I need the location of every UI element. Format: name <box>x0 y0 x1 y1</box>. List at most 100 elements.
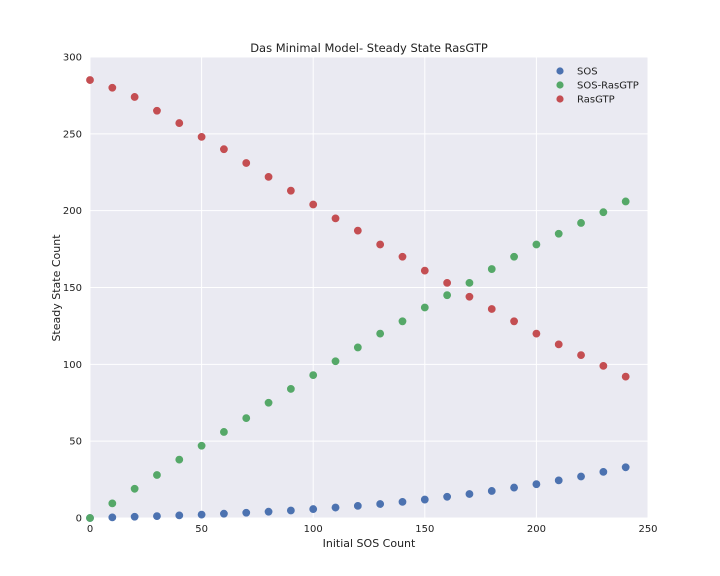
x-axis-ticks: 0 50 100 150 200 250 <box>87 524 658 535</box>
data-point <box>398 252 407 261</box>
y-tick-label: 250 <box>63 129 82 140</box>
data-point <box>175 511 184 520</box>
data-point <box>376 500 385 508</box>
data-point <box>577 219 585 227</box>
data-point <box>130 484 139 493</box>
data-point <box>621 197 630 206</box>
data-point <box>465 278 474 287</box>
data-point <box>331 357 340 366</box>
data-point <box>153 106 161 115</box>
y-tick-label: 100 <box>63 360 82 371</box>
legend-label: SOS-RasGTP <box>577 81 639 92</box>
data-point <box>554 476 563 485</box>
data-points <box>86 76 630 522</box>
data-point <box>599 208 608 217</box>
x-tick-label: 250 <box>638 524 657 535</box>
data-point <box>175 119 184 127</box>
legend: SOS SOS-RasGTP RasGTP <box>556 67 639 106</box>
legend-item: RasGTP <box>556 95 615 106</box>
data-point <box>309 200 318 209</box>
legend-item: SOS-RasGTP <box>556 81 639 92</box>
data-point <box>487 305 496 313</box>
data-point <box>621 372 630 381</box>
data-point <box>510 252 518 261</box>
data-point <box>353 226 362 235</box>
data-point <box>510 483 518 492</box>
data-point <box>86 76 94 84</box>
data-point <box>175 455 184 464</box>
data-point <box>264 398 273 407</box>
data-point <box>220 145 228 154</box>
data-point <box>86 514 94 522</box>
legend-label: RasGTP <box>577 95 615 106</box>
grid-lines <box>89 56 649 519</box>
series-sos-rasgtp <box>86 197 630 522</box>
y-axis-label: Steady State Count <box>50 234 63 342</box>
data-point <box>309 371 318 379</box>
data-point <box>264 507 273 516</box>
data-point <box>398 497 407 506</box>
data-point <box>130 512 139 521</box>
data-point <box>220 509 228 518</box>
data-point <box>443 291 452 300</box>
data-point <box>286 385 295 393</box>
y-tick-label: 150 <box>63 283 82 294</box>
data-point <box>242 159 251 167</box>
data-point <box>108 499 117 508</box>
legend-label: SOS <box>577 67 598 78</box>
data-point <box>621 463 630 472</box>
data-point <box>197 441 206 450</box>
data-point <box>130 93 139 101</box>
data-point <box>264 172 273 181</box>
series-rasgtp <box>86 76 630 381</box>
data-point <box>398 317 407 326</box>
data-point <box>510 317 518 326</box>
data-point <box>376 240 385 249</box>
data-point <box>353 501 362 510</box>
y-tick-label: 300 <box>63 53 82 64</box>
data-point <box>532 329 541 338</box>
legend-marker-icon <box>556 81 564 89</box>
x-tick-label: 50 <box>195 524 208 535</box>
data-point <box>353 343 362 352</box>
data-point <box>599 467 608 476</box>
data-point <box>420 303 429 312</box>
data-point <box>599 361 608 370</box>
legend-marker-icon <box>556 67 564 75</box>
data-point <box>465 292 474 301</box>
y-tick-label: 200 <box>63 206 82 217</box>
data-point <box>554 229 563 238</box>
data-point <box>108 83 117 92</box>
legend-item: SOS <box>556 67 598 78</box>
x-tick-label: 0 <box>87 524 93 535</box>
data-point <box>443 278 452 287</box>
data-point <box>220 428 228 436</box>
chart-title: Das Minimal Model- Steady State RasGTP <box>250 41 488 55</box>
data-point <box>286 506 295 515</box>
data-point <box>331 503 340 512</box>
data-point <box>420 266 429 275</box>
y-axis-ticks: 0 50 100 150 200 250 300 <box>63 53 82 525</box>
data-point <box>331 214 340 223</box>
data-point <box>487 265 496 273</box>
x-axis-label: Initial SOS Count <box>323 537 416 550</box>
data-point <box>577 351 585 360</box>
y-tick-label: 50 <box>69 437 82 448</box>
data-point <box>197 133 206 141</box>
data-point <box>153 471 161 479</box>
legend-marker-icon <box>556 95 564 103</box>
data-point <box>554 340 563 349</box>
x-tick-label: 200 <box>527 524 546 535</box>
data-point <box>286 186 295 195</box>
x-tick-label: 100 <box>304 524 323 535</box>
x-tick-label: 150 <box>415 524 434 535</box>
y-tick-label: 0 <box>76 514 82 525</box>
data-point <box>577 472 585 481</box>
data-point <box>242 414 251 423</box>
data-point <box>197 510 206 519</box>
data-point <box>242 508 251 517</box>
data-point <box>376 329 385 338</box>
data-point <box>153 512 161 521</box>
data-point <box>487 487 496 495</box>
